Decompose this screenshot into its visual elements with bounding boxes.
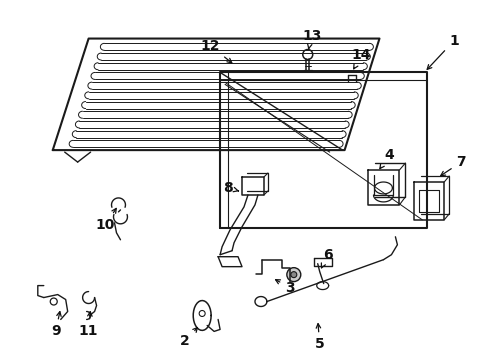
Text: 1: 1	[427, 33, 459, 69]
Circle shape	[50, 298, 57, 305]
Text: 12: 12	[200, 39, 232, 63]
Text: 4: 4	[380, 148, 394, 168]
Text: 14: 14	[352, 49, 371, 69]
Text: 8: 8	[223, 181, 239, 195]
Circle shape	[291, 272, 297, 278]
Text: 7: 7	[441, 155, 466, 176]
Text: 3: 3	[275, 280, 294, 294]
Text: 9: 9	[51, 312, 61, 338]
Text: 13: 13	[302, 28, 321, 49]
Circle shape	[303, 50, 313, 59]
Circle shape	[287, 268, 301, 282]
Text: 10: 10	[96, 208, 116, 232]
Text: 11: 11	[79, 312, 98, 338]
Text: 2: 2	[180, 328, 197, 348]
Circle shape	[199, 310, 205, 316]
Text: 5: 5	[315, 324, 324, 351]
Text: 6: 6	[321, 248, 333, 268]
